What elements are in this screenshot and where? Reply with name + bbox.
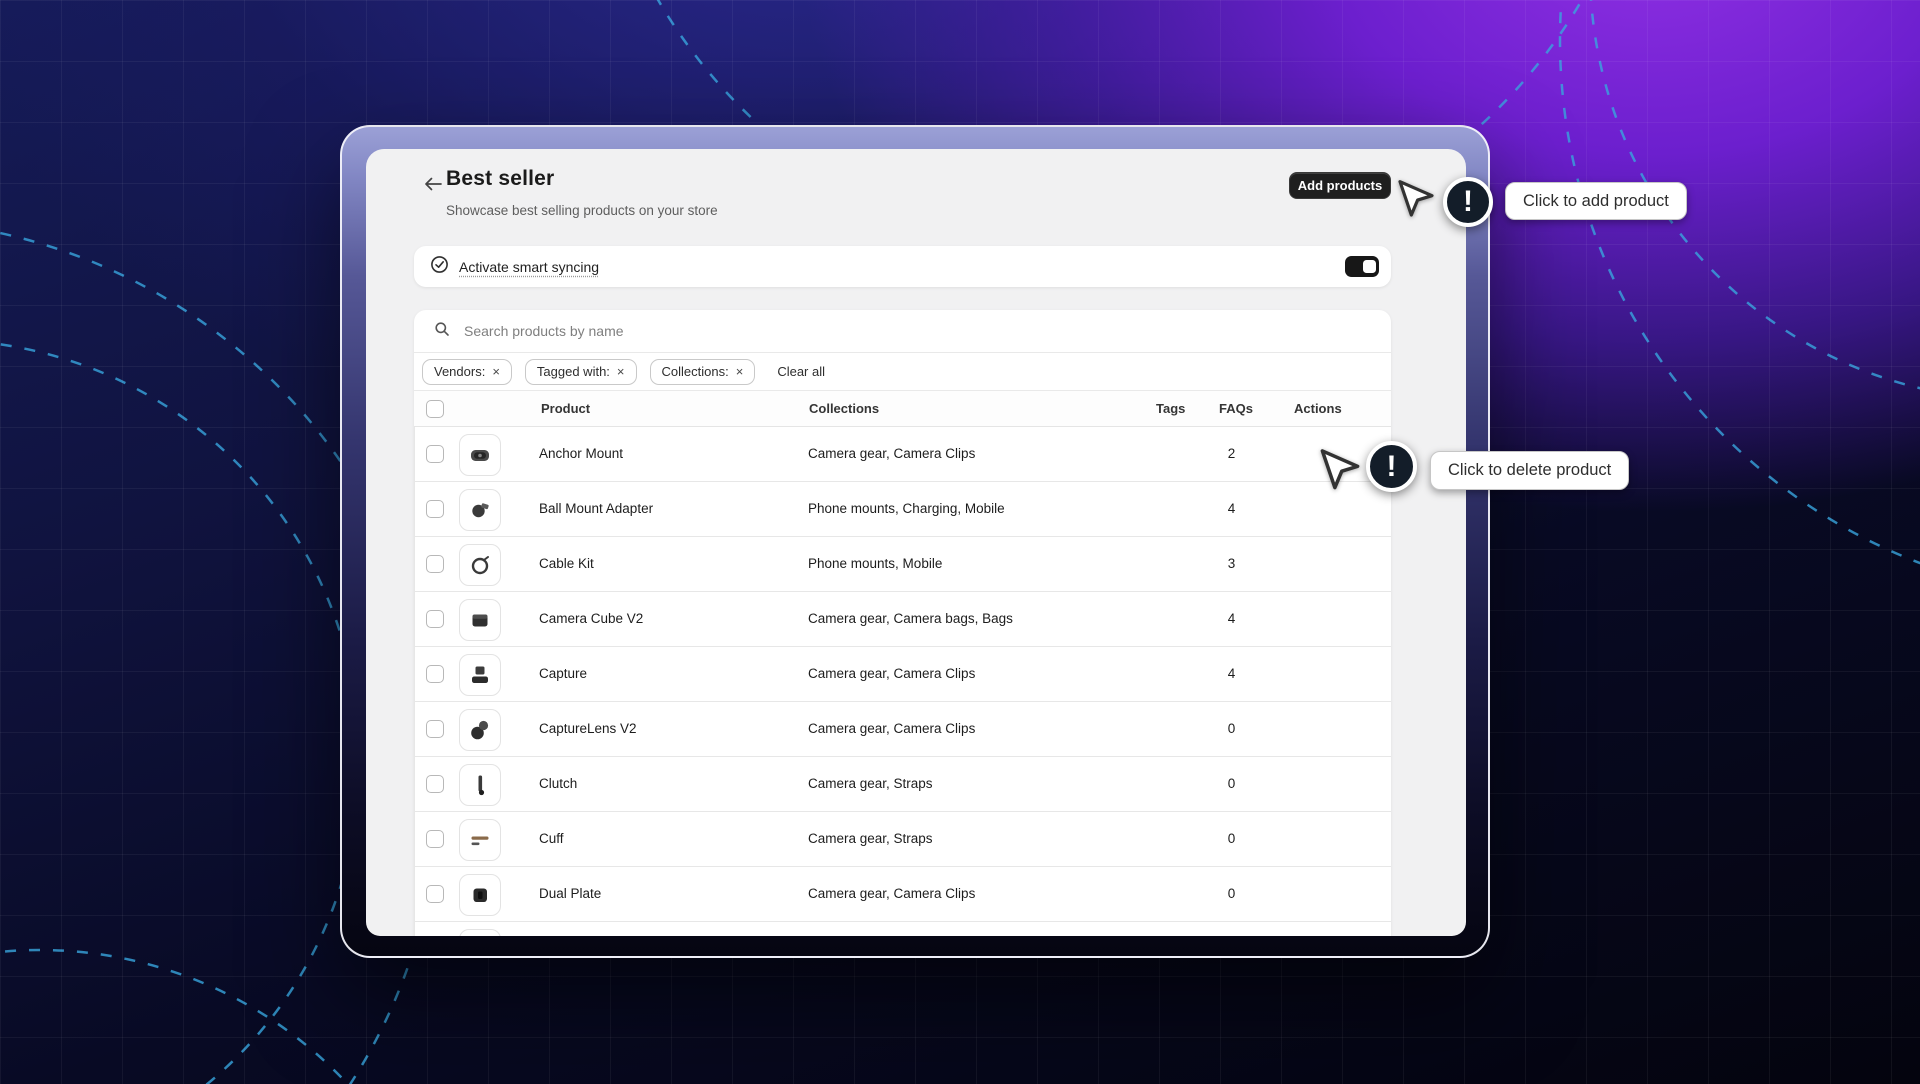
table-row: Capture Camera gear, Camera Clips 4 [414,647,1391,702]
product-name: Ball Mount Adapter [539,501,654,516]
column-header-collections: Collections [809,401,880,416]
product-faqs-count: 4 [1227,666,1236,681]
product-name: Dual Plate [539,886,602,901]
search-input[interactable] [462,322,1377,340]
product-collections: Camera gear, Camera Clips [808,446,976,461]
product-table-body: Anchor Mount Camera gear, Camera Clips 2… [414,427,1391,936]
column-header-tags: Tags [1156,401,1186,416]
product-name: Anchor Mount [539,446,624,461]
search-bar [414,310,1391,353]
back-arrow-icon[interactable] [423,176,443,192]
product-collections: Camera gear, Camera Clips [808,886,976,901]
product-name: Clutch [539,776,578,791]
row-checkbox[interactable] [426,445,444,463]
product-thumbnail [459,929,501,936]
column-header-product: Product [541,401,591,416]
tooltip-add-product: Click to add product [1505,182,1687,220]
table-row: Cable Kit Phone mounts, Mobile 3 [414,537,1391,592]
table-row: Camera Cube V2 Camera gear, Camera bags,… [414,592,1391,647]
table-row: Ball Mount Adapter Phone mounts, Chargin… [414,482,1391,537]
select-all-checkbox[interactable] [426,400,444,418]
row-checkbox[interactable] [426,720,444,738]
product-collections: Camera gear, Camera Clips [808,721,976,736]
add-products-button[interactable]: Add products [1289,172,1391,199]
alert-badge-delete: ! [1366,441,1417,492]
product-faqs-count: 0 [1227,776,1236,791]
products-panel: Vendors: × Tagged with: × Collections: ×… [414,310,1391,936]
clear-all-button[interactable]: Clear all [777,364,825,379]
column-header-faqs: FAQs [1219,401,1253,416]
row-checkbox[interactable] [426,610,444,628]
chip-remove-icon[interactable]: × [616,364,625,379]
table-row: CaptureLens V2 Camera gear, Camera Clips… [414,702,1391,757]
row-checkbox[interactable] [426,830,444,848]
page-subtitle: Showcase best selling products on your s… [446,203,718,218]
product-name: CaptureLens V2 [539,721,637,736]
table-row: Dual Plate Camera gear, Camera Clips 0 [414,867,1391,922]
table-row [414,922,1391,936]
product-faqs-count: 2 [1227,446,1236,461]
product-faqs-count: 4 [1227,611,1236,626]
product-thumbnail [459,489,501,531]
product-thumbnail [459,654,501,696]
toggle-knob [1363,260,1376,273]
product-thumbnail [459,874,501,916]
product-collections: Camera gear, Straps [808,776,933,791]
filter-chip-label: Vendors: [434,364,486,379]
chip-remove-icon[interactable]: × [492,364,500,379]
filter-chip-label: Tagged with: [536,364,610,379]
product-collections: Camera gear, Camera Clips [808,666,976,681]
product-faqs-count: 3 [1227,556,1236,571]
row-checkbox[interactable] [426,500,444,518]
check-circle-icon [430,255,449,279]
page-title: Best seller [446,167,555,190]
product-thumbnail [459,599,501,641]
product-collections: Camera gear, Straps [808,831,933,846]
row-checkbox[interactable] [426,555,444,573]
product-name: Capture [539,666,588,681]
filter-chip[interactable]: Tagged with: × [524,358,637,385]
cursor-pointer-delete [1320,449,1360,490]
product-faqs-count: 0 [1227,831,1236,846]
cursor-pointer-add [1398,180,1434,217]
table-row: Clutch Camera gear, Straps 0 [414,757,1391,812]
chip-remove-icon[interactable]: × [735,364,744,379]
row-checkbox[interactable] [426,665,444,683]
filter-chips-row: Vendors: × Tagged with: × Collections: ×… [414,353,1391,391]
tooltip-delete-product: Click to delete product [1430,451,1630,490]
smart-sync-label: Activate smart syncing [459,258,600,275]
smart-sync-toggle[interactable] [1345,256,1379,277]
smart-sync-bar: Activate smart syncing [414,246,1391,287]
product-name: Camera Cube V2 [539,611,644,626]
product-faqs-count: 0 [1227,721,1236,736]
device-frame: Best seller Showcase best selling produc… [340,125,1490,958]
product-faqs-count: 0 [1227,886,1236,901]
table-row: Anchor Mount Camera gear, Camera Clips 2 [414,427,1391,482]
filter-chip[interactable]: Collections: × [649,358,756,385]
row-checkbox[interactable] [426,885,444,903]
filter-chip-label: Collections: [661,364,729,379]
alert-badge-add: ! [1443,177,1493,227]
product-thumbnail [459,819,501,861]
product-thumbnail [459,544,501,586]
product-faqs-count: 4 [1227,501,1236,516]
table-row: Cuff Camera gear, Straps 0 [414,812,1391,867]
product-name: Cuff [539,831,564,846]
row-checkbox[interactable] [426,775,444,793]
product-collections: Camera gear, Camera bags, Bags [808,611,1013,626]
app-window: Best seller Showcase best selling produc… [366,149,1466,936]
product-collections: Phone mounts, Charging, Mobile [808,501,1005,516]
filter-chip[interactable]: Vendors: × [422,358,512,385]
product-thumbnail [459,434,501,476]
product-thumbnail [459,709,501,751]
product-name: Cable Kit [539,556,594,571]
row-actions [414,922,520,936]
search-icon [434,321,450,342]
product-collections: Phone mounts, Mobile [808,556,943,571]
table-header: Product Collections Tags FAQs Actions [414,391,1391,427]
product-thumbnail [459,764,501,806]
column-header-actions: Actions [1294,401,1342,416]
